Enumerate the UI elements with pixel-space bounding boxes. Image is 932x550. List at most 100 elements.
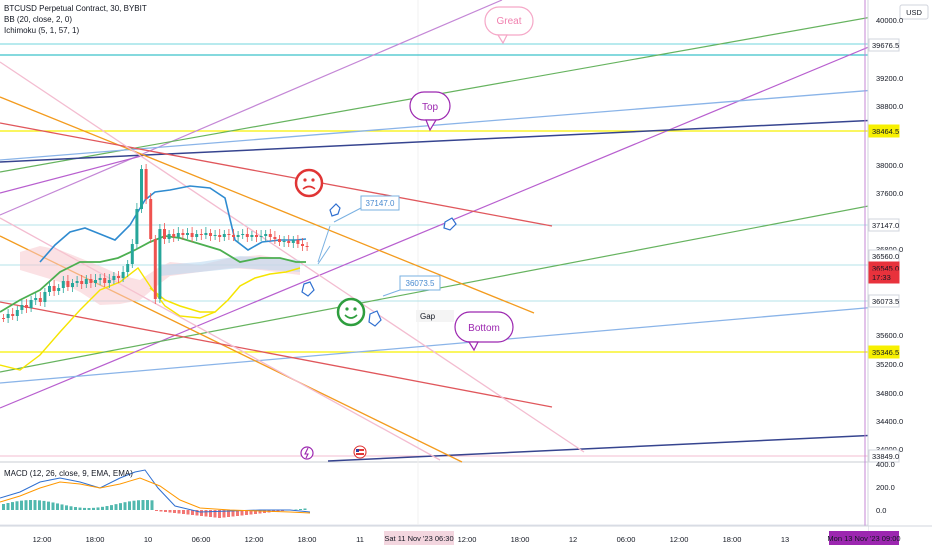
macd-bar	[42, 500, 46, 510]
candle	[103, 273, 107, 287]
candle	[11, 308, 15, 320]
candle	[199, 229, 203, 240]
price-label-37147[interactable]: 37147.0	[317, 195, 400, 265]
svg-text:39676.5: 39676.5	[872, 41, 899, 50]
macd-tick-label: 400.0	[876, 460, 895, 469]
trendline-green-upper	[0, 11, 901, 173]
macd-bar	[195, 510, 199, 516]
us-flag-event-icon[interactable]	[353, 445, 367, 459]
pointing-hand-icon[interactable]	[368, 310, 382, 327]
price-label-36073[interactable]: 36073.5	[382, 275, 441, 297]
macd-bar	[177, 510, 181, 514]
candle	[135, 203, 139, 249]
macd-bar	[51, 502, 55, 510]
candle	[130, 239, 134, 268]
price-axis[interactable]: USD 40000.0 39200.0 38800.0 38000.0 37600.0 3…	[867, 0, 932, 540]
price-tick-label: 38800.0	[876, 102, 903, 111]
macd-bar	[294, 509, 298, 510]
candle	[167, 230, 171, 243]
macd-bar	[141, 500, 145, 510]
macd-bar	[110, 505, 113, 510]
macd-bar	[101, 506, 104, 510]
macd-bar	[33, 500, 37, 510]
candle	[15, 306, 19, 321]
top-callout[interactable]: Top	[409, 91, 451, 132]
macd-bar	[249, 510, 253, 515]
candle	[153, 235, 157, 304]
svg-text:37147.0: 37147.0	[366, 199, 395, 208]
macd-bar	[105, 506, 109, 510]
macd-bar	[56, 503, 59, 510]
candle	[38, 292, 42, 306]
candle	[278, 235, 281, 246]
lightning-event-icon[interactable]	[300, 446, 314, 460]
candle	[6, 309, 10, 323]
pointing-hand-icon[interactable]	[329, 203, 341, 217]
candle	[232, 229, 235, 241]
macd-bar	[15, 501, 19, 510]
candle	[25, 299, 28, 313]
gap-label: Gap	[416, 310, 454, 322]
price-flag: 37147.0	[868, 218, 900, 232]
bottom-callout[interactable]: Bottom	[454, 311, 514, 352]
trend-lines	[0, 0, 901, 463]
indicator-legend: BTCUSD Perpetual Contract, 30, BYBIT BB …	[4, 3, 147, 36]
symbol-title[interactable]: BTCUSD Perpetual Contract, 30, BYBIT	[4, 4, 147, 13]
price-flag: 38464.5	[868, 124, 900, 138]
macd-bar	[69, 506, 73, 510]
macd-tick-label: 0.0	[876, 506, 886, 515]
trendline-red-upper	[0, 122, 553, 227]
macd-bar	[24, 500, 28, 510]
bottom-callout-text: Bottom	[468, 323, 500, 334]
time-highlight-label: Sat 11 Nov '23 06:30	[384, 531, 454, 545]
macd-bar	[74, 507, 77, 510]
time-tick-label: 11	[356, 535, 364, 544]
ichimoku-indicator-label[interactable]: Ichimoku (5, 1, 57, 1)	[4, 26, 80, 35]
macd-bar	[173, 510, 176, 513]
trendline-green-lower	[0, 199, 901, 373]
candle	[52, 280, 56, 296]
trendline-blue-light	[0, 304, 901, 384]
macd-bar	[231, 510, 235, 517]
price-flag: 39676.5	[868, 38, 900, 52]
happy-face-icon[interactable]	[336, 297, 366, 327]
pointing-hand-icon[interactable]	[301, 281, 315, 297]
price-flag: 17:33	[868, 270, 900, 284]
sad-face-icon[interactable]	[294, 168, 324, 198]
candle	[71, 279, 74, 292]
candle	[75, 276, 79, 287]
bb-indicator-label[interactable]: BB (20, close, 2, 0)	[4, 15, 73, 24]
candle	[186, 228, 189, 239]
candle	[34, 293, 38, 305]
svg-text:36560.0: 36560.0	[872, 252, 899, 261]
candle	[57, 284, 61, 295]
macd-bar	[123, 502, 127, 510]
candle	[66, 275, 70, 291]
macd-bar	[2, 504, 5, 510]
macd-indicator-label[interactable]: MACD (12, 26, close, 9, EMA, EMA)	[4, 469, 133, 478]
candle	[107, 274, 111, 288]
macd-bar	[150, 500, 154, 510]
great-callout[interactable]: Great	[484, 6, 534, 45]
candle	[291, 236, 295, 248]
macd-bar	[276, 510, 280, 512]
pointing-hand-icon[interactable]	[443, 217, 457, 231]
grid	[0, 0, 868, 526]
time-axis[interactable]: 12:00 18:00 10 06:00 12:00 18:00 11 12:00 18:00 1…	[0, 525, 932, 550]
macd-pane	[0, 469, 311, 518]
svg-text:38464.5: 38464.5	[872, 127, 899, 136]
trendline-red-lower	[0, 301, 553, 408]
candle	[296, 235, 300, 248]
candle	[250, 231, 254, 241]
macd-bar	[132, 500, 136, 510]
candle	[241, 229, 245, 239]
price-tick-label: 37600.0	[876, 189, 903, 198]
macd-bar	[29, 500, 32, 510]
price-flag: 36560.0	[868, 249, 900, 263]
svg-text:Sat 11 Nov '23 06:30: Sat 11 Nov '23 06:30	[384, 534, 453, 543]
trendline-purple-fan	[0, 154, 146, 194]
candle	[305, 242, 309, 251]
candle	[301, 238, 304, 251]
